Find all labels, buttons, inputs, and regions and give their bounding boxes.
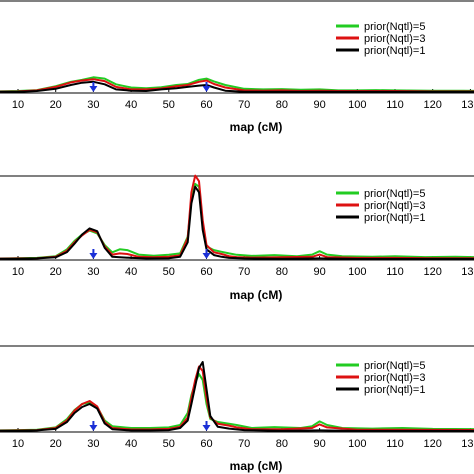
x-tick-label: 100 — [348, 99, 366, 111]
x-tick-label: 40 — [125, 438, 137, 450]
x-tick-label: 60 — [200, 266, 212, 278]
panel-3-frame — [0, 345, 474, 433]
x-tick-label: 80 — [276, 266, 288, 278]
panel-3: 10 20 30 40 50 60 70 80 90 100 110 120 130 map (cM) pr… — [0, 360, 474, 473]
arrow-head — [202, 86, 211, 92]
x-tick-label: 60 — [200, 99, 212, 111]
series-line — [0, 80, 474, 93]
x-tick-label: 50 — [163, 99, 175, 111]
arrow-marker — [202, 82, 211, 92]
x-tick-label: 10 — [12, 266, 24, 278]
x-tick-label: 70 — [238, 99, 250, 111]
panel-2: 10 20 30 40 50 60 70 80 90 100 110 120 130 map (cM) pr… — [0, 174, 474, 302]
x-tick-label: 90 — [313, 266, 325, 278]
x-tick-label: 40 — [125, 99, 137, 111]
x-tick-label: 120 — [424, 438, 442, 450]
x-tick-label: 100 — [348, 266, 366, 278]
x-tick-label: 110 — [386, 266, 404, 278]
x-tick-label: 50 — [163, 266, 175, 278]
x-tick-label: 10 — [12, 438, 24, 450]
x-tick-label: 30 — [87, 266, 99, 278]
x-tick-label: 110 — [386, 438, 404, 450]
arrow-head — [202, 425, 211, 431]
x-tick-label: 70 — [238, 266, 250, 278]
x-axis-label: map (cM) — [230, 120, 283, 134]
arrow-marker — [89, 421, 98, 431]
panel-1-frame — [0, 0, 474, 94]
panel-1: 10 20 30 40 50 60 70 80 90 100 110 120 130 map (cM) pr… — [0, 21, 474, 134]
x-tick-label: 110 — [386, 99, 404, 111]
arrow-head — [202, 253, 211, 259]
arrow-marker — [89, 82, 98, 92]
legend-label: prior(Nqtl)=5 — [364, 360, 425, 372]
x-tick-label: 130 — [461, 266, 474, 278]
x-tick-label: 70 — [238, 438, 250, 450]
arrow-head — [89, 425, 98, 431]
x-tick-label: 80 — [276, 99, 288, 111]
legend-label: prior(Nqtl)=3 — [364, 372, 425, 384]
x-tick-label: 30 — [87, 99, 99, 111]
x-tick-label: 80 — [276, 438, 288, 450]
series-line — [0, 361, 474, 432]
legend-label: prior(Nqtl)=5 — [364, 188, 425, 200]
x-axis-label: map (cM) — [230, 459, 283, 473]
x-axis-label: map (cM) — [230, 288, 283, 302]
legend-label: prior(Nqtl)=1 — [364, 384, 425, 396]
x-tick-label: 60 — [200, 438, 212, 450]
x-tick-label: 120 — [424, 266, 442, 278]
series-line — [0, 365, 474, 432]
legend-label: prior(Nqtl)=3 — [364, 33, 425, 45]
x-tick-label: 130 — [461, 438, 474, 450]
arrow-marker — [202, 249, 211, 259]
arrow-marker — [89, 249, 98, 259]
x-tick-label: 20 — [50, 438, 62, 450]
legend-label: prior(Nqtl)=1 — [364, 45, 425, 57]
legend-label: prior(Nqtl)=5 — [364, 21, 425, 33]
x-tick-label: 10 — [12, 99, 24, 111]
x-tick-label: 40 — [125, 266, 137, 278]
legend-label: prior(Nqtl)=3 — [364, 200, 425, 212]
arrow-head — [89, 253, 98, 259]
legend-label: prior(Nqtl)=1 — [364, 212, 425, 224]
x-tick-label: 90 — [313, 99, 325, 111]
x-tick-label: 90 — [313, 438, 325, 450]
x-tick-label: 100 — [348, 438, 366, 450]
x-tick-label: 50 — [163, 438, 175, 450]
x-tick-label: 20 — [50, 266, 62, 278]
arrow-marker — [202, 421, 211, 431]
series-line — [0, 185, 474, 260]
arrow-head — [89, 86, 98, 92]
x-tick-label: 120 — [424, 99, 442, 111]
panel-2-frame — [0, 175, 474, 261]
x-tick-label: 130 — [461, 99, 474, 111]
x-tick-label: 20 — [50, 99, 62, 111]
x-tick-label: 30 — [87, 438, 99, 450]
